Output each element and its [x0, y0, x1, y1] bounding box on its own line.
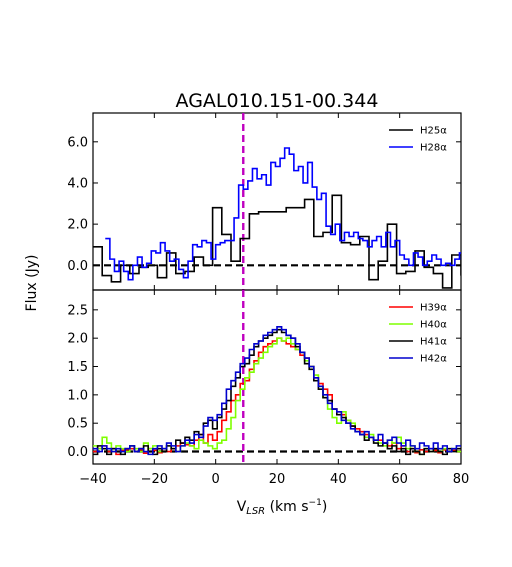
x-tick-label: 60	[391, 472, 408, 487]
chart-title: AGAL010.151-00.344	[176, 90, 379, 112]
series-line-bottom-2	[93, 328, 461, 456]
y-tick-label-top: 2.0	[67, 218, 88, 233]
x-axis-label-exponent: −1	[309, 498, 322, 508]
y-tick-label-bottom: 0.0	[67, 445, 88, 460]
series-line-bottom-3	[93, 326, 461, 456]
legend-label-bottom: H42α	[420, 354, 447, 365]
x-tick-label: 80	[453, 472, 470, 487]
legend-label-top: H28α	[420, 143, 447, 154]
legend-label-bottom: H40α	[420, 320, 447, 331]
x-axis-label: VLSR (km s−1)	[237, 498, 328, 517]
series-line-bottom-0	[93, 337, 461, 456]
y-tick-label-bottom: 1.0	[67, 388, 88, 403]
x-tick-label: 40	[330, 472, 347, 487]
legend-label-bottom: H39α	[420, 303, 447, 314]
x-tick-label: 20	[269, 472, 286, 487]
series-line-top-1	[105, 147, 461, 281]
y-tick-label-top: 6.0	[67, 135, 88, 150]
x-axis-label-main: V	[237, 499, 247, 515]
x-tick-label: −40	[79, 472, 106, 487]
x-tick-label: −20	[141, 472, 168, 487]
y-tick-label-bottom: 2.5	[67, 303, 88, 318]
y-tick-label-bottom: 0.5	[67, 417, 88, 432]
panel-frame-bottom	[92, 289, 462, 465]
series-line-top-0	[93, 194, 461, 289]
x-axis-label-subscript: LSR	[246, 506, 265, 517]
y-tick-label-top: 4.0	[67, 176, 88, 191]
x-axis-label-unit: (km s	[265, 499, 308, 515]
legend-label-bottom: H41α	[420, 337, 447, 348]
axes-layer: 0.0 2.0 4.0 6.0 H25α H28α 0.0 0.5 1.0 1.5 2.0 2.5 −4…	[67, 112, 470, 487]
legend-label-top: H25α	[420, 126, 447, 137]
y-axis-label: Flux (Jy)	[24, 255, 40, 312]
x-axis-label-close: )	[322, 499, 327, 515]
x-tick-label: 0	[212, 472, 220, 487]
series-line-bottom-1	[93, 337, 461, 456]
y-tick-label-bottom: 2.0	[67, 332, 88, 347]
y-tick-label-top: 0.0	[67, 259, 88, 274]
y-tick-label-bottom: 1.5	[67, 360, 88, 375]
